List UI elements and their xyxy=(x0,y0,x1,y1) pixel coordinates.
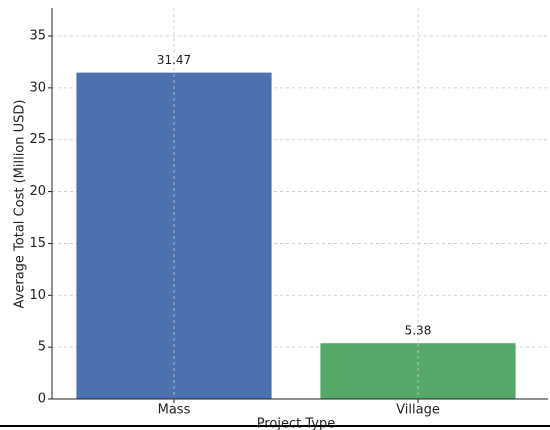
y-axis-label: Average Total Cost (Million USD) xyxy=(13,100,28,309)
x-axis-label: Project Type xyxy=(257,417,335,430)
value-label: 5.38 xyxy=(405,324,432,338)
y-tick-label: 15 xyxy=(29,236,46,251)
x-tick-label: Village xyxy=(396,403,440,418)
y-tick-label: 20 xyxy=(29,184,46,199)
y-tick-label: 25 xyxy=(29,132,46,147)
y-tick-label: 10 xyxy=(29,288,46,303)
value-label: 31.47 xyxy=(157,53,191,67)
x-tick-label: Mass xyxy=(158,403,191,418)
y-tick-label: 35 xyxy=(29,29,46,44)
y-tick-label: 0 xyxy=(38,392,46,407)
y-tick-label: 5 xyxy=(38,340,46,355)
y-tick-label: 30 xyxy=(29,80,46,95)
